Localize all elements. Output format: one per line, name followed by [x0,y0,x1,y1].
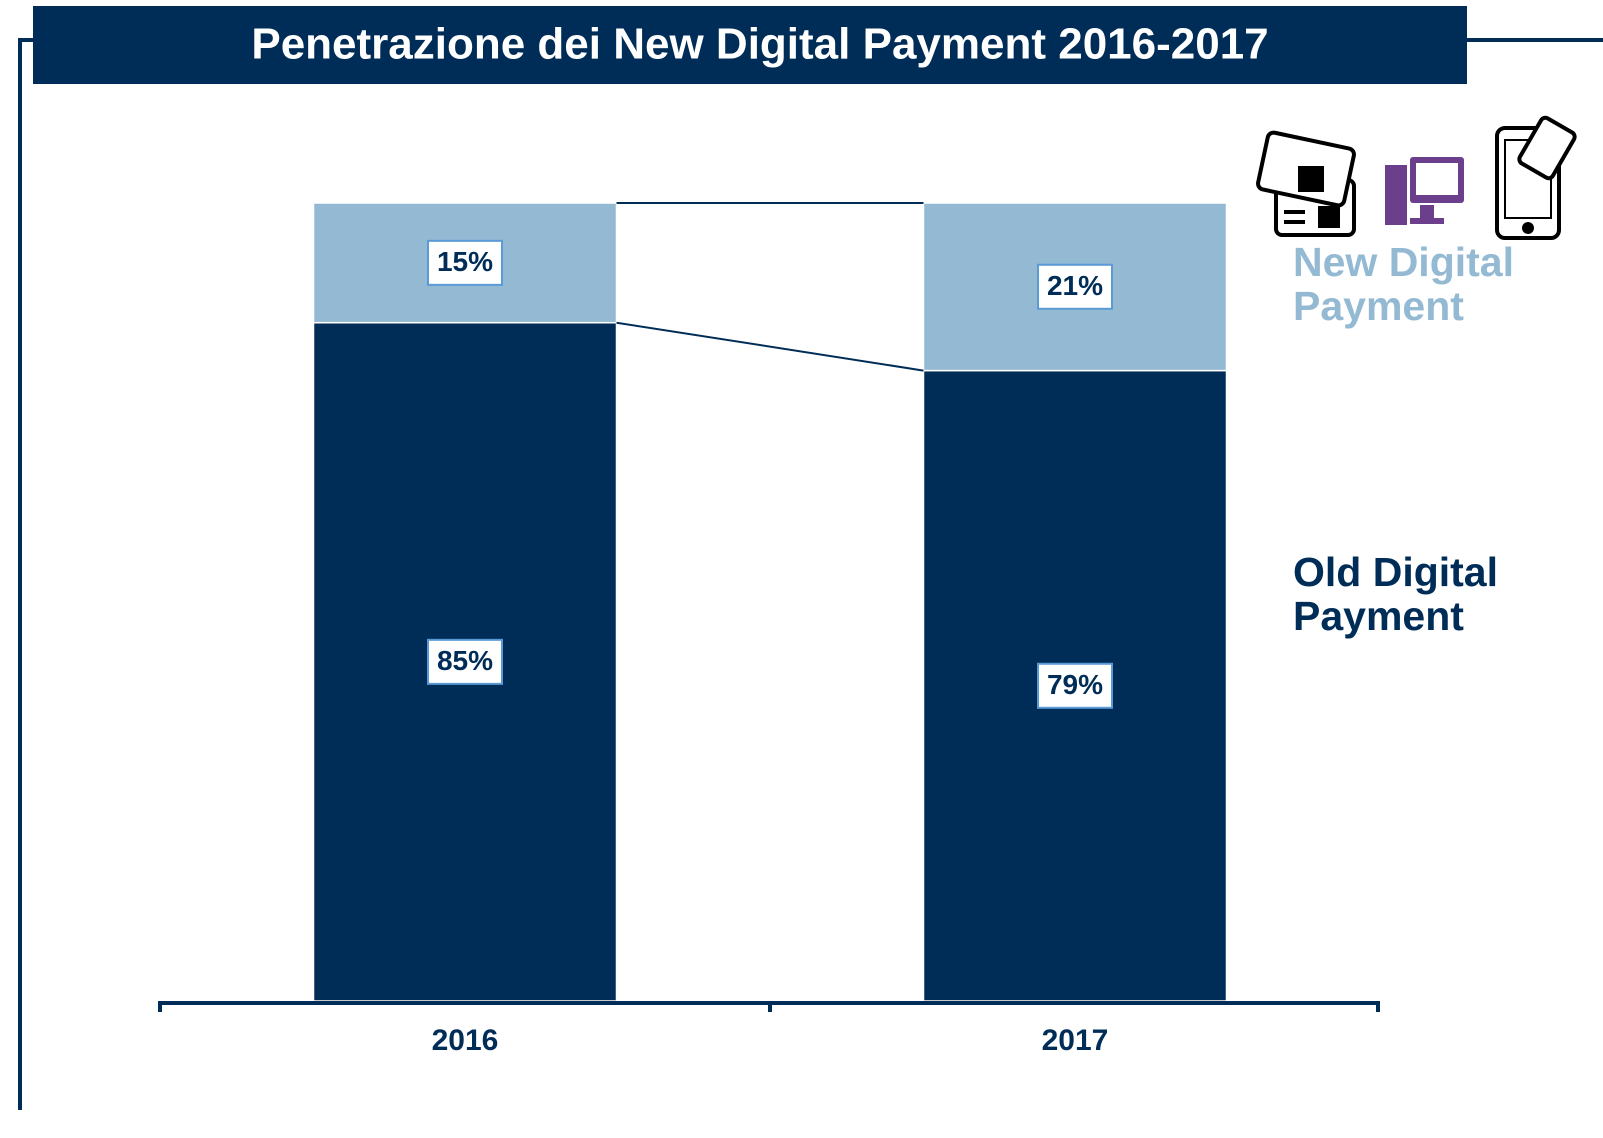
value-label: 21% [1047,270,1103,301]
value-label-box [427,239,503,286]
value-label-box [427,638,503,685]
x-axis [158,1001,1380,1012]
value-label-box [1037,662,1113,709]
icons [1256,115,1577,240]
frame [18,38,1603,1110]
x-tick-label: 2016 [432,1024,499,1057]
legend-entry: Old Digital Payment [1293,549,1498,639]
x-tick-label: 2017 [1042,1024,1109,1057]
chart-title: Penetrazione dei New Digital Payment 201… [251,20,1268,69]
value-label: 15% [437,246,493,277]
value-label: 79% [1047,669,1103,700]
legend-entry: New Digital Payment [1293,239,1514,329]
value-label: 85% [437,645,493,676]
connector-line [616,321,924,372]
value-label-box [1037,263,1113,310]
title-bar [33,6,1467,84]
